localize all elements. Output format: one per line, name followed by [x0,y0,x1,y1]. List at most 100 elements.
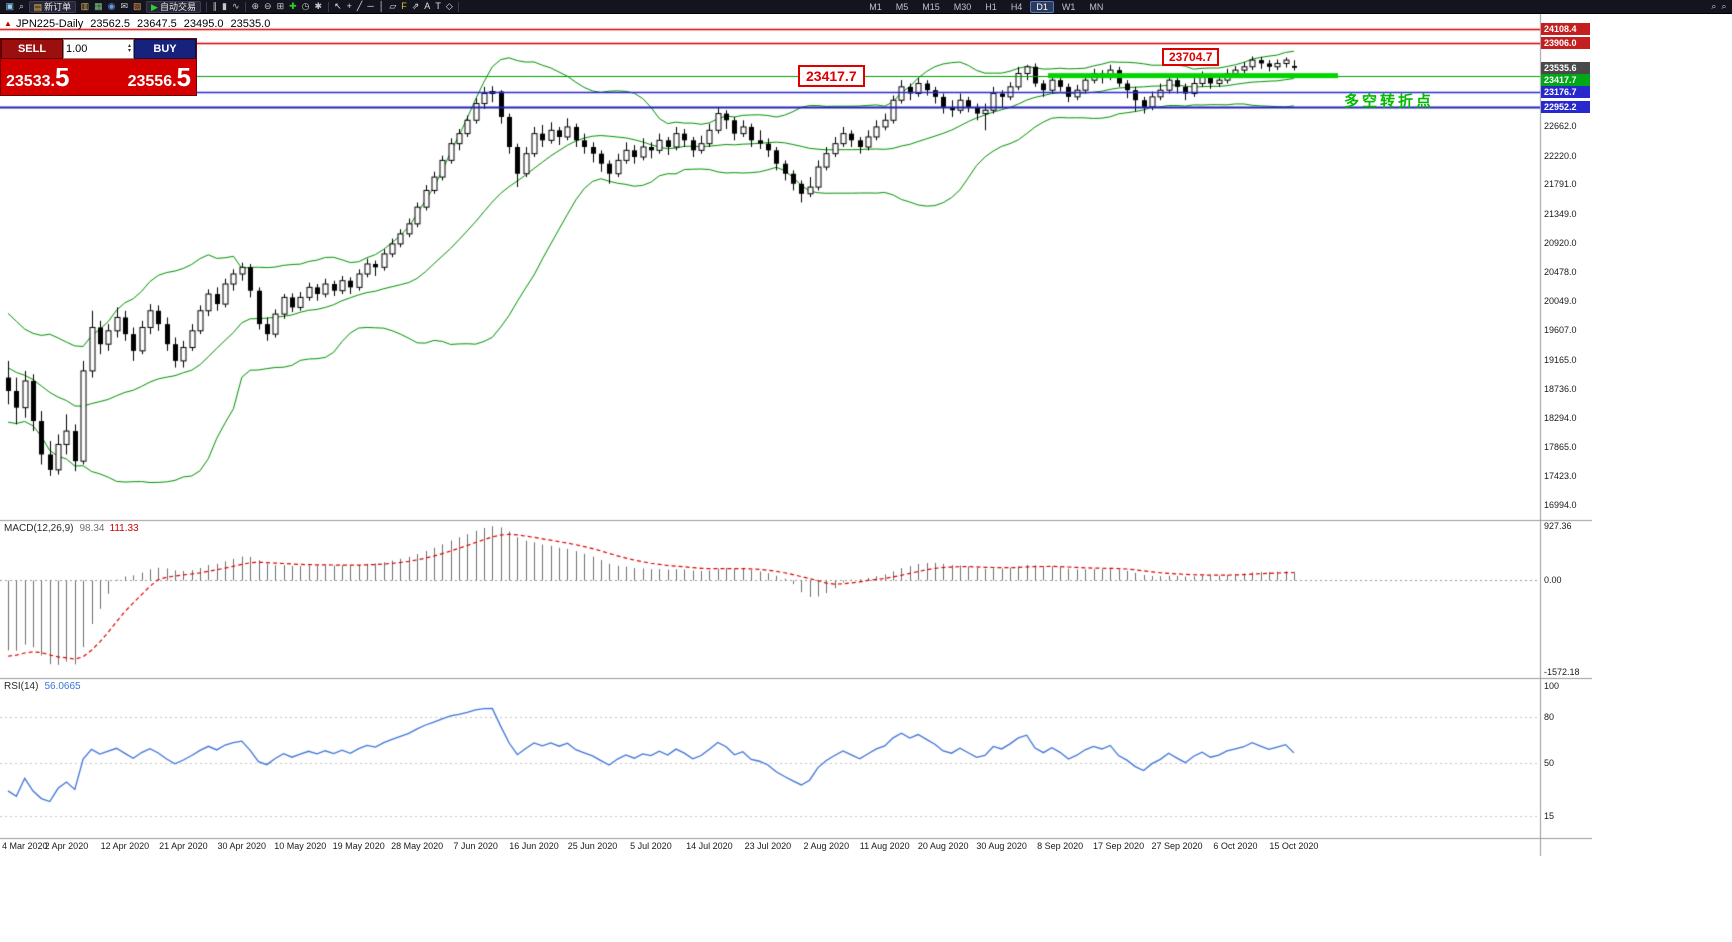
time-axis-label: 10 May 2020 [274,841,327,851]
timeframe-button-m30[interactable]: M30 [953,1,972,12]
periods-icon[interactable]: ◷ [301,1,310,11]
price-axis-value: 21349.0 [1544,208,1577,219]
time-axis-label: 7 Jun 2020 [453,841,498,851]
macd-axis-value: -1572.18 [1544,667,1580,677]
ohlc-low: 23495.0 [183,18,224,30]
chart-title-icon: ▲ [4,19,12,28]
volume-down-arrow-icon[interactable]: ▾ [127,48,131,54]
new-order-button[interactable]: ▤ 新订单 [28,0,77,13]
time-axis-label: 27 Sep 2020 [1151,841,1203,851]
time-axis-label: 15 Oct 2020 [1269,841,1319,851]
templates-icon[interactable]: ✱ [314,1,323,11]
price-axis-value: 19607.0 [1544,325,1577,336]
time-axis-label: 19 May 2020 [332,841,385,851]
ohlc-close: 23535.0 [230,18,271,30]
price-axis-value: 20049.0 [1544,295,1577,306]
zoom-out-icon[interactable]: ⊖ [264,1,272,11]
price-marker: 23417.7 [1541,73,1590,86]
toolbar-separator [458,1,460,12]
sell-price-display[interactable]: 23533.5 [6,61,70,92]
timeframe-button-m1[interactable]: M1 [869,1,882,12]
shapes-icon[interactable]: ◇ [445,1,453,11]
zoom-preview-icon[interactable]: ⌕ [19,1,25,11]
timeframe-button-w1[interactable]: W1 [1061,1,1076,12]
text-icon[interactable]: A [424,1,431,11]
price-chart-canvas[interactable] [0,0,1592,860]
macd-axis-value: 927.36 [1544,520,1572,531]
accounts-icon[interactable]: ◉ [107,1,116,11]
auto-trading-button-label: 自动交易 [159,1,196,12]
timeframe-button-m5[interactable]: M5 [895,1,909,12]
terminal-icon[interactable]: ▧ [133,1,142,11]
time-axis-label: 30 Apr 2020 [217,841,267,851]
volume-input[interactable]: 1.00 ▴ ▾ [63,39,134,59]
time-axis-label: 4 Mar 2020 [2,841,48,851]
trendline-icon[interactable]: ╱ [356,1,363,11]
timeframe-button-d1[interactable]: D1 [1030,0,1054,13]
time-axis-label: 20 Aug 2020 [917,841,969,851]
magnifier-icon-2[interactable]: ⌕ [1721,1,1727,11]
price-axis-value: 19165.0 [1544,354,1577,365]
macd-indicator-label: MACD(12,26,9) 98.34 111.33 [4,523,139,534]
volume-up-arrow-icon[interactable]: ▴ [127,43,131,49]
time-axis-label: 16 Jun 2020 [509,841,559,851]
bar-chart-icon[interactable]: ∥ [212,1,217,11]
market-watch-icon[interactable]: ▦ [94,1,103,11]
new-order-button-label: 新订单 [44,1,72,12]
price-axis-value: 20920.0 [1544,237,1577,248]
macd-axis-value: 0.00 [1544,575,1562,585]
price-axis-value: 16994.0 [1544,500,1577,510]
price-marker: 22952.2 [1541,100,1590,113]
magnifier-icon[interactable]: ⌕ [1711,1,1717,11]
price-axis-value: 17423.0 [1544,471,1577,482]
zoom-in-icon[interactable]: ⊕ [251,1,260,11]
indicators-icon[interactable]: ✚ [289,1,297,11]
timeframe-button-mn[interactable]: MN [1089,1,1104,12]
support-price-annotation: 23417.7 [798,65,865,87]
swing-high-price-annotation: 23704.7 [1162,48,1220,66]
price-axis-value: 17865.0 [1544,441,1577,452]
rsi-indicator-label: RSI(14) 56.0665 [4,681,81,692]
price-axis-value: 21791.0 [1544,179,1577,190]
crosshair-icon[interactable]: + [346,1,352,11]
horizontal-line-icon[interactable]: ─ [367,1,374,11]
rsi-axis-value: 15 [1544,811,1555,822]
time-axis-label: 30 Aug 2020 [976,841,1027,851]
time-axis-label: 12 Apr 2020 [100,841,150,851]
auto-trading-button[interactable]: ▶ 自动交易 [146,0,201,13]
chart-style-icon[interactable]: ▥ [80,1,90,11]
time-axis-label: 25 Jun 2020 [567,841,618,851]
toolbar-separator [327,1,329,12]
price-marker: 23176.7 [1541,85,1590,98]
candlestick-chart-icon[interactable]: ▮ [221,1,227,11]
fibonacci-icon[interactable]: F [401,1,407,11]
timeframe-button-h4[interactable]: H4 [1010,1,1023,12]
price-marker: 24108.4 [1541,23,1590,36]
one-click-trade-panel: SELL 1.00 ▴ ▾ BUY 23533.5 23556.5 [0,38,197,96]
time-axis-label: 17 Sep 2020 [1093,841,1145,851]
buy-button[interactable]: BUY [134,39,196,59]
arrows-icon[interactable]: ⇗ [411,1,420,11]
auto-trading-play-icon: ▶ [151,1,158,12]
sell-button[interactable]: SELL [1,39,63,59]
channel-icon[interactable]: ▱ [389,1,397,11]
toolbar-separator [244,1,246,12]
macd-main-value: 98.34 [79,523,105,534]
cursor-icon[interactable]: ↖ [334,1,342,11]
toolbar: ▣ ⌕ ▤ 新订单 ▥ ▦ ◉ ✉ ▧ ▶ 自动交易 ∥ ▮ ∿ ⊕ ⊖ ⊞ ✚ ◷ ✱ ↖ + ╱ ─ │ ▱ F ⇗ A T ◇ M1 M5… [0,0,1732,14]
mail-icon[interactable]: ✉ [120,1,129,11]
ohlc-open: 23562.5 [90,18,131,30]
time-axis-label: 28 May 2020 [391,841,444,851]
timeframe-button-m15[interactable]: M15 [922,1,940,12]
buy-price-display[interactable]: 23556.5 [127,61,191,92]
time-axis-label: 21 Apr 2020 [159,841,208,851]
window-icon[interactable]: ▣ [5,1,15,11]
price-marker: 23906.0 [1541,37,1590,49]
tile-windows-icon[interactable]: ⊞ [276,1,285,11]
new-order-icon: ▤ [33,1,43,12]
line-chart-icon[interactable]: ∿ [231,1,240,11]
vertical-line-icon[interactable]: │ [378,1,385,11]
label-icon[interactable]: T [435,1,441,11]
timeframe-button-h1[interactable]: H1 [985,1,997,12]
chart-title: JPN225-Daily 23562.5 23647.5 23495.0 23535.0 [16,18,277,30]
